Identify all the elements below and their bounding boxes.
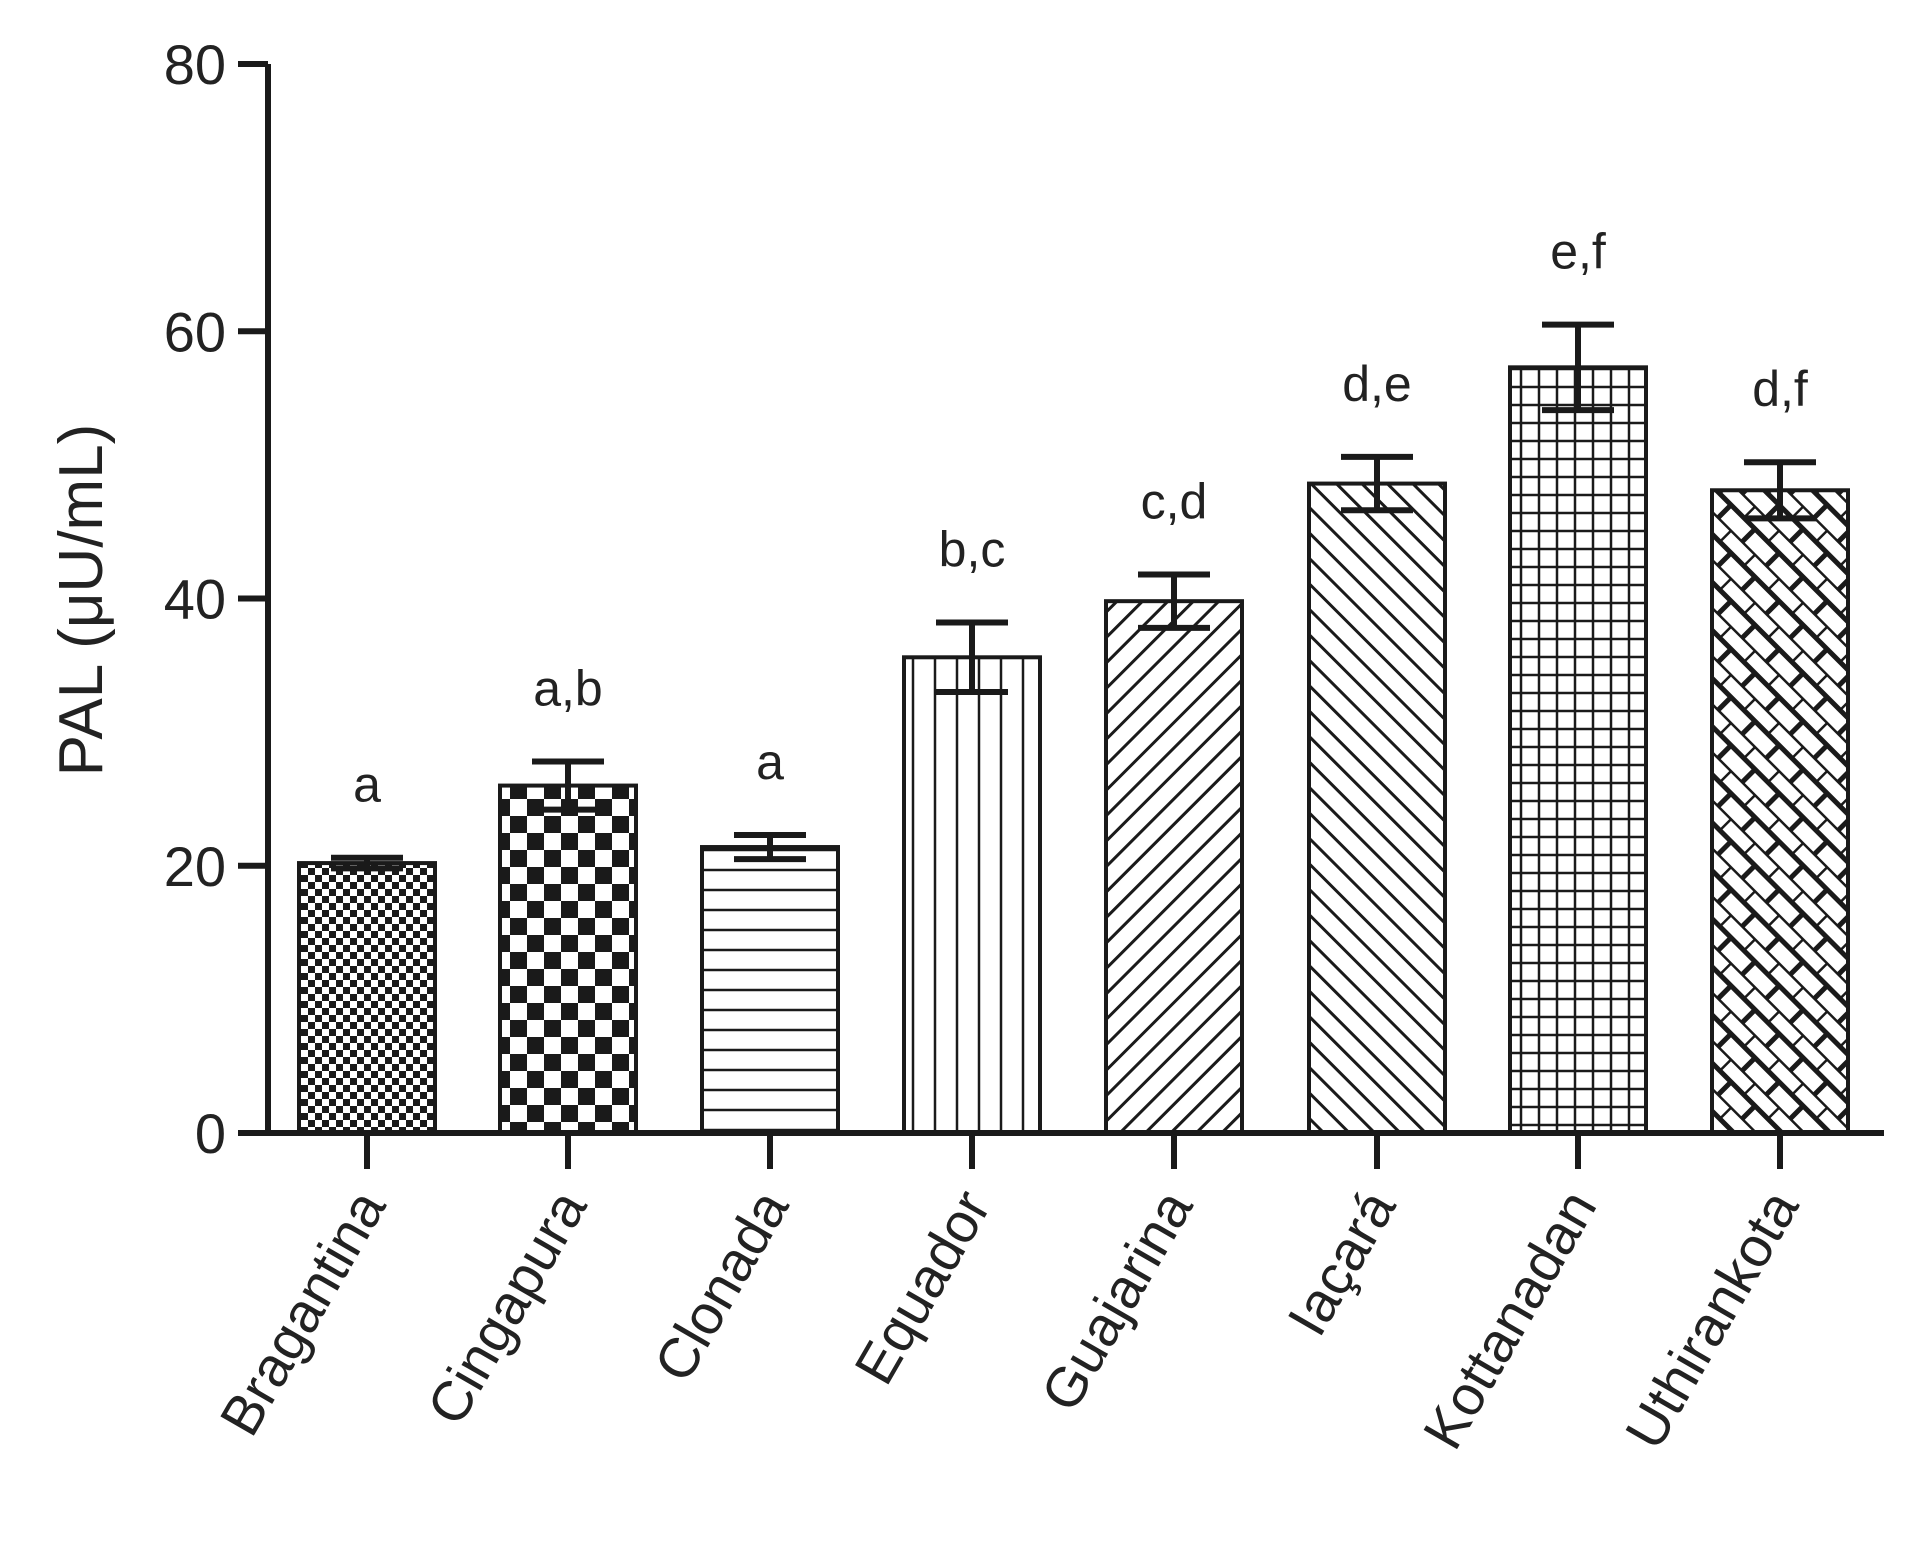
bar-clonada bbox=[700, 845, 840, 1135]
x-tick-label-kottanadan: Kottanadan bbox=[1411, 1180, 1609, 1460]
x-tick-label-cingapura: Cingapura bbox=[415, 1179, 599, 1435]
bar-guajarina bbox=[1104, 599, 1244, 1135]
x-tick-label-uthirankota: Uthirankota bbox=[1613, 1179, 1811, 1459]
y-tick-label: 80 bbox=[164, 33, 226, 96]
bar-equador bbox=[902, 655, 1042, 1135]
bar-iacara bbox=[1307, 481, 1447, 1135]
y-axis-title: PAL (μU/mL) bbox=[47, 424, 116, 777]
significance-label-kottanadan: e,f bbox=[1550, 224, 1606, 280]
significance-label-uthirankota: d,f bbox=[1752, 361, 1808, 417]
significance-labels-layer: a a,b a b,c c,d d,e e,f d,f bbox=[353, 224, 1808, 813]
bar-uthirankota bbox=[1710, 488, 1850, 1136]
bar-bragantina bbox=[297, 861, 437, 1135]
x-tick-label-guajarina: Guajarina bbox=[1028, 1179, 1204, 1422]
error-bar-equador bbox=[936, 619, 1008, 696]
x-tick-label-bragantina: Bragantina bbox=[207, 1179, 397, 1446]
error-bar-kottanadan bbox=[1542, 321, 1614, 414]
error-bars-layer bbox=[331, 321, 1816, 872]
error-bar-iacara bbox=[1341, 453, 1413, 514]
significance-label-cingapura: a,b bbox=[533, 661, 603, 717]
bar-cingapura bbox=[498, 783, 638, 1135]
y-tick-label: 40 bbox=[164, 568, 226, 631]
x-ticks-layer: Bragantina Cingapura Clonada Equador Guajari… bbox=[207, 1133, 1811, 1460]
significance-label-guajarina: c,d bbox=[1141, 473, 1208, 529]
significance-label-iacara: d,e bbox=[1342, 356, 1412, 412]
bar-kottanadan bbox=[1508, 365, 1648, 1135]
y-tick-label: 20 bbox=[164, 835, 226, 898]
significance-label-equador: b,c bbox=[939, 522, 1006, 578]
y-tick-label: 0 bbox=[195, 1102, 226, 1165]
error-bar-cingapura bbox=[532, 758, 604, 813]
y-ticks-layer: 0 20 40 60 80 bbox=[164, 33, 268, 1165]
x-tick-label-iacara: Iaçará bbox=[1275, 1179, 1408, 1346]
y-tick-label: 60 bbox=[164, 300, 226, 363]
error-bar-uthirankota bbox=[1744, 459, 1816, 522]
x-tick-label-clonada: Clonada bbox=[642, 1179, 801, 1392]
x-tick-label-equador: Equador bbox=[842, 1180, 1002, 1395]
significance-label-bragantina: a bbox=[353, 757, 381, 813]
significance-label-clonada: a bbox=[756, 734, 784, 790]
error-bar-bragantina bbox=[331, 854, 403, 872]
error-bar-guajarina bbox=[1138, 571, 1210, 631]
error-bar-clonada bbox=[734, 832, 806, 863]
bars-layer bbox=[297, 365, 1850, 1136]
